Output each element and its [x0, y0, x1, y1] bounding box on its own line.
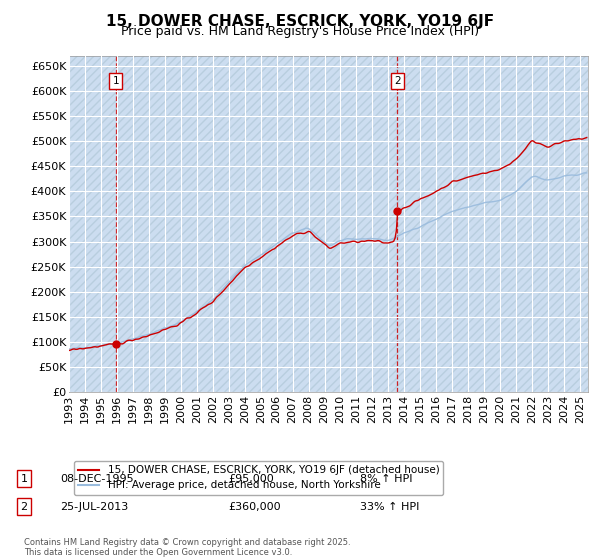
Text: 2: 2	[20, 502, 28, 512]
Text: 08-DEC-1995: 08-DEC-1995	[60, 474, 134, 484]
Text: 1: 1	[112, 76, 119, 86]
Text: 2: 2	[394, 76, 401, 86]
Text: 25-JUL-2013: 25-JUL-2013	[60, 502, 128, 512]
Text: 33% ↑ HPI: 33% ↑ HPI	[360, 502, 419, 512]
Text: 1: 1	[20, 474, 28, 484]
Text: 8% ↑ HPI: 8% ↑ HPI	[360, 474, 413, 484]
Legend: 15, DOWER CHASE, ESCRICK, YORK, YO19 6JF (detached house), HPI: Average price, d: 15, DOWER CHASE, ESCRICK, YORK, YO19 6JF…	[74, 461, 443, 494]
Text: 15, DOWER CHASE, ESCRICK, YORK, YO19 6JF: 15, DOWER CHASE, ESCRICK, YORK, YO19 6JF	[106, 14, 494, 29]
Text: £360,000: £360,000	[228, 502, 281, 512]
Text: Contains HM Land Registry data © Crown copyright and database right 2025.
This d: Contains HM Land Registry data © Crown c…	[24, 538, 350, 557]
Text: £95,000: £95,000	[228, 474, 274, 484]
Text: Price paid vs. HM Land Registry's House Price Index (HPI): Price paid vs. HM Land Registry's House …	[121, 25, 479, 38]
